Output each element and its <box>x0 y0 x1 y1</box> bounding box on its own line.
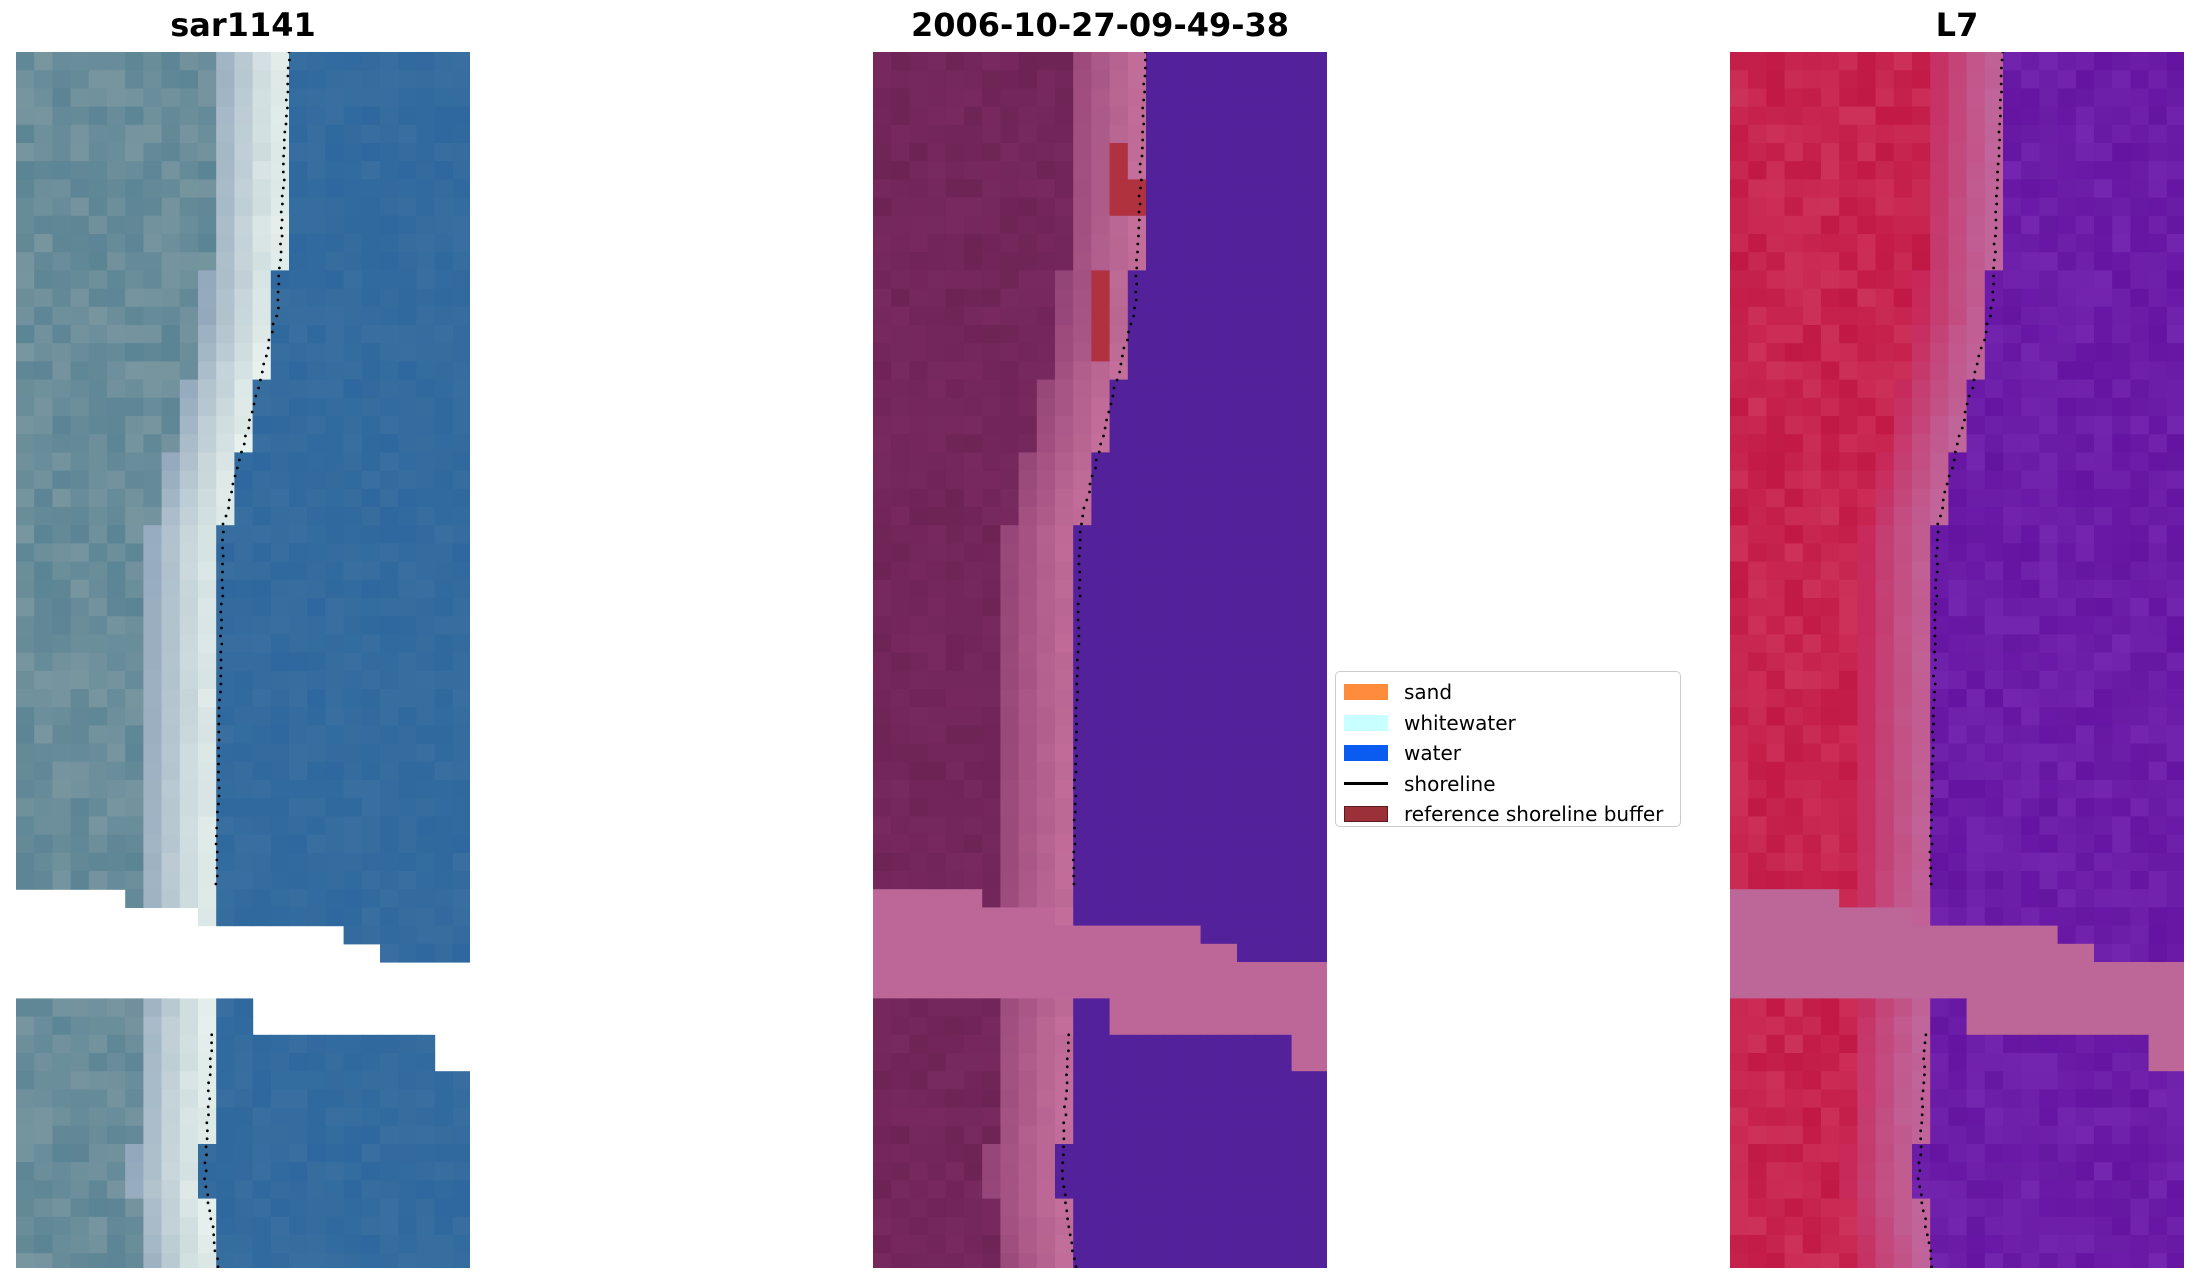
panel-title-rgb: sar1141 <box>170 6 316 44</box>
classified-image <box>873 52 1327 1268</box>
legend-item-sand: sand <box>1344 677 1680 708</box>
index-image <box>1730 52 2184 1268</box>
legend-label: whitewater <box>1404 710 1516 735</box>
legend-label: shoreline <box>1404 771 1496 796</box>
buffer-swatch <box>1344 806 1388 823</box>
legend-item-water: water <box>1344 738 1680 769</box>
panel-title-index: L7 <box>1935 6 1979 44</box>
water-swatch <box>1344 745 1388 762</box>
whitewater-swatch <box>1344 714 1388 731</box>
legend-label: sand <box>1404 680 1453 705</box>
panel-title-classification: 2006-10-27-09-49-38 <box>910 6 1290 44</box>
legend-label: water <box>1404 741 1461 766</box>
legend-item-whitewater: whitewater <box>1344 708 1680 739</box>
rgb-satellite-image <box>16 52 470 1268</box>
legend-item-shoreline: shoreline <box>1344 769 1680 800</box>
legend-label: reference shoreline buffer <box>1404 802 1664 827</box>
sand-swatch <box>1344 684 1388 701</box>
shoreline-swatch <box>1344 782 1388 786</box>
legend-item-buffer: reference shoreline buffer <box>1344 799 1680 830</box>
map-legend: sand whitewater water shoreline referenc… <box>1335 671 1681 827</box>
